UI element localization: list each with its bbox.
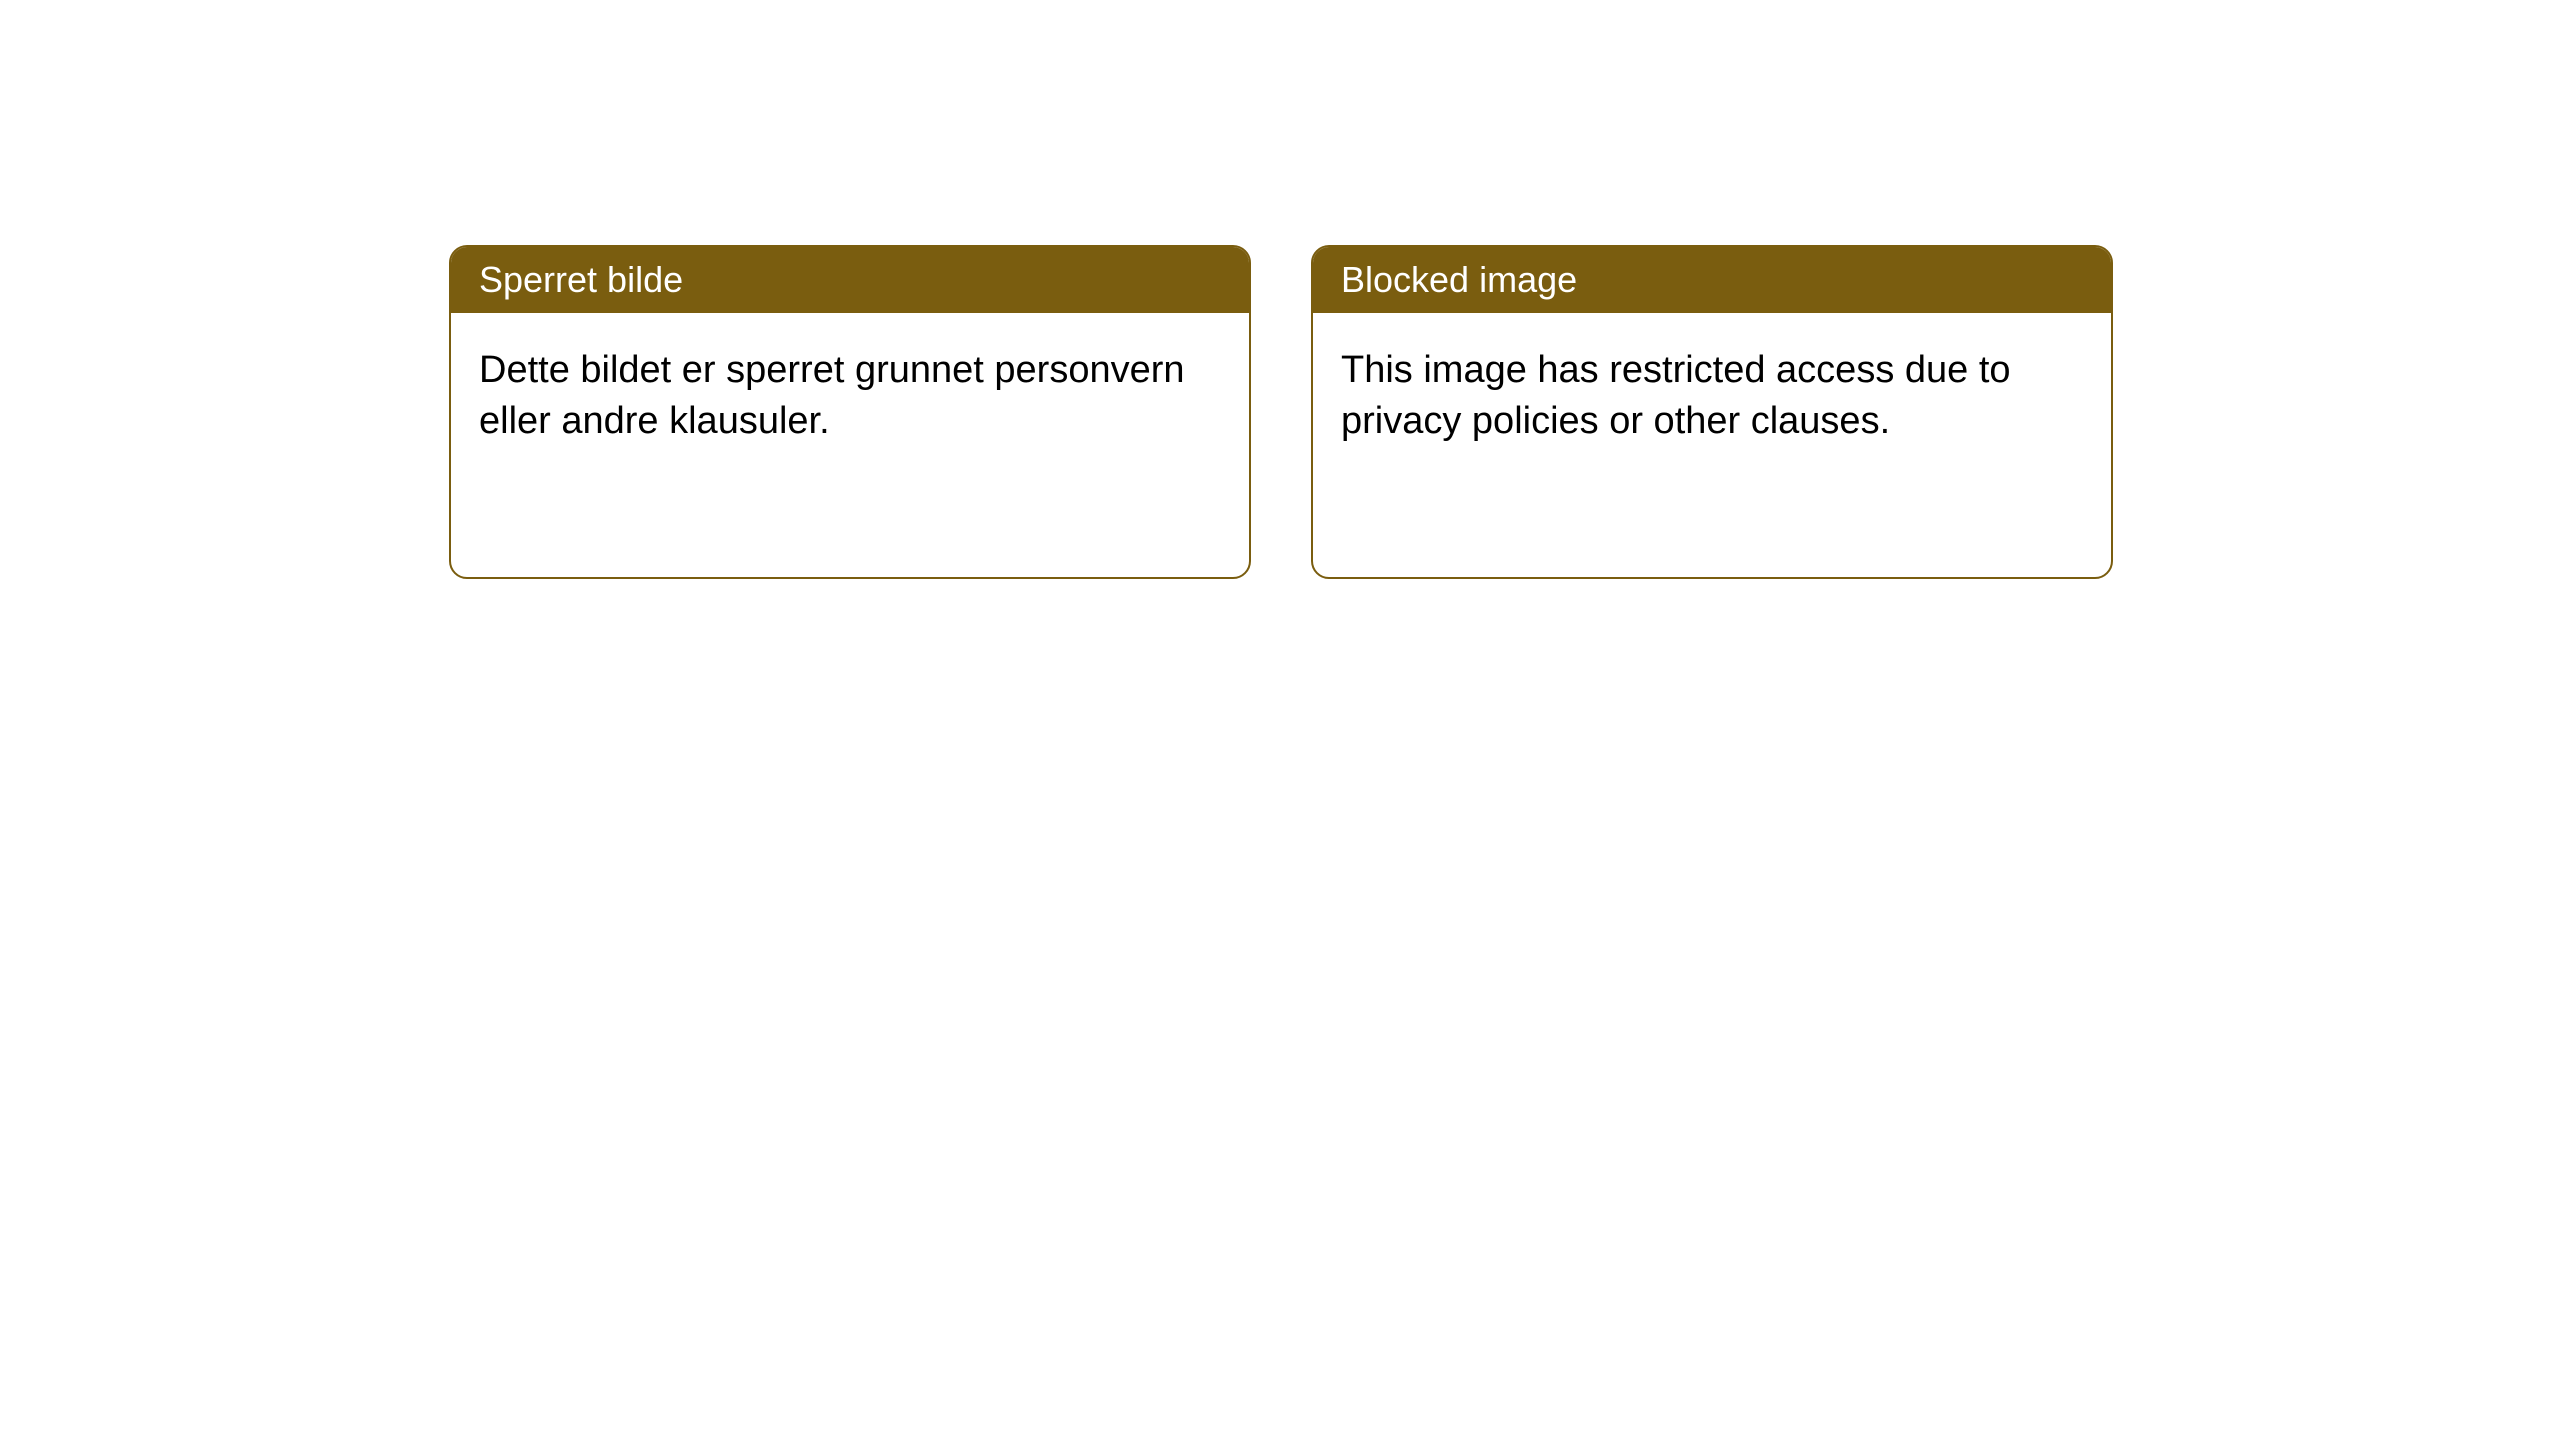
blocked-image-card-no: Sperret bilde Dette bildet er sperret gr…	[449, 245, 1251, 579]
card-header-en: Blocked image	[1313, 247, 2111, 313]
card-body-no: Dette bildet er sperret grunnet personve…	[451, 313, 1249, 480]
cards-container: Sperret bilde Dette bildet er sperret gr…	[0, 0, 2560, 579]
card-header-no: Sperret bilde	[451, 247, 1249, 313]
card-body-en: This image has restricted access due to …	[1313, 313, 2111, 480]
blocked-image-card-en: Blocked image This image has restricted …	[1311, 245, 2113, 579]
